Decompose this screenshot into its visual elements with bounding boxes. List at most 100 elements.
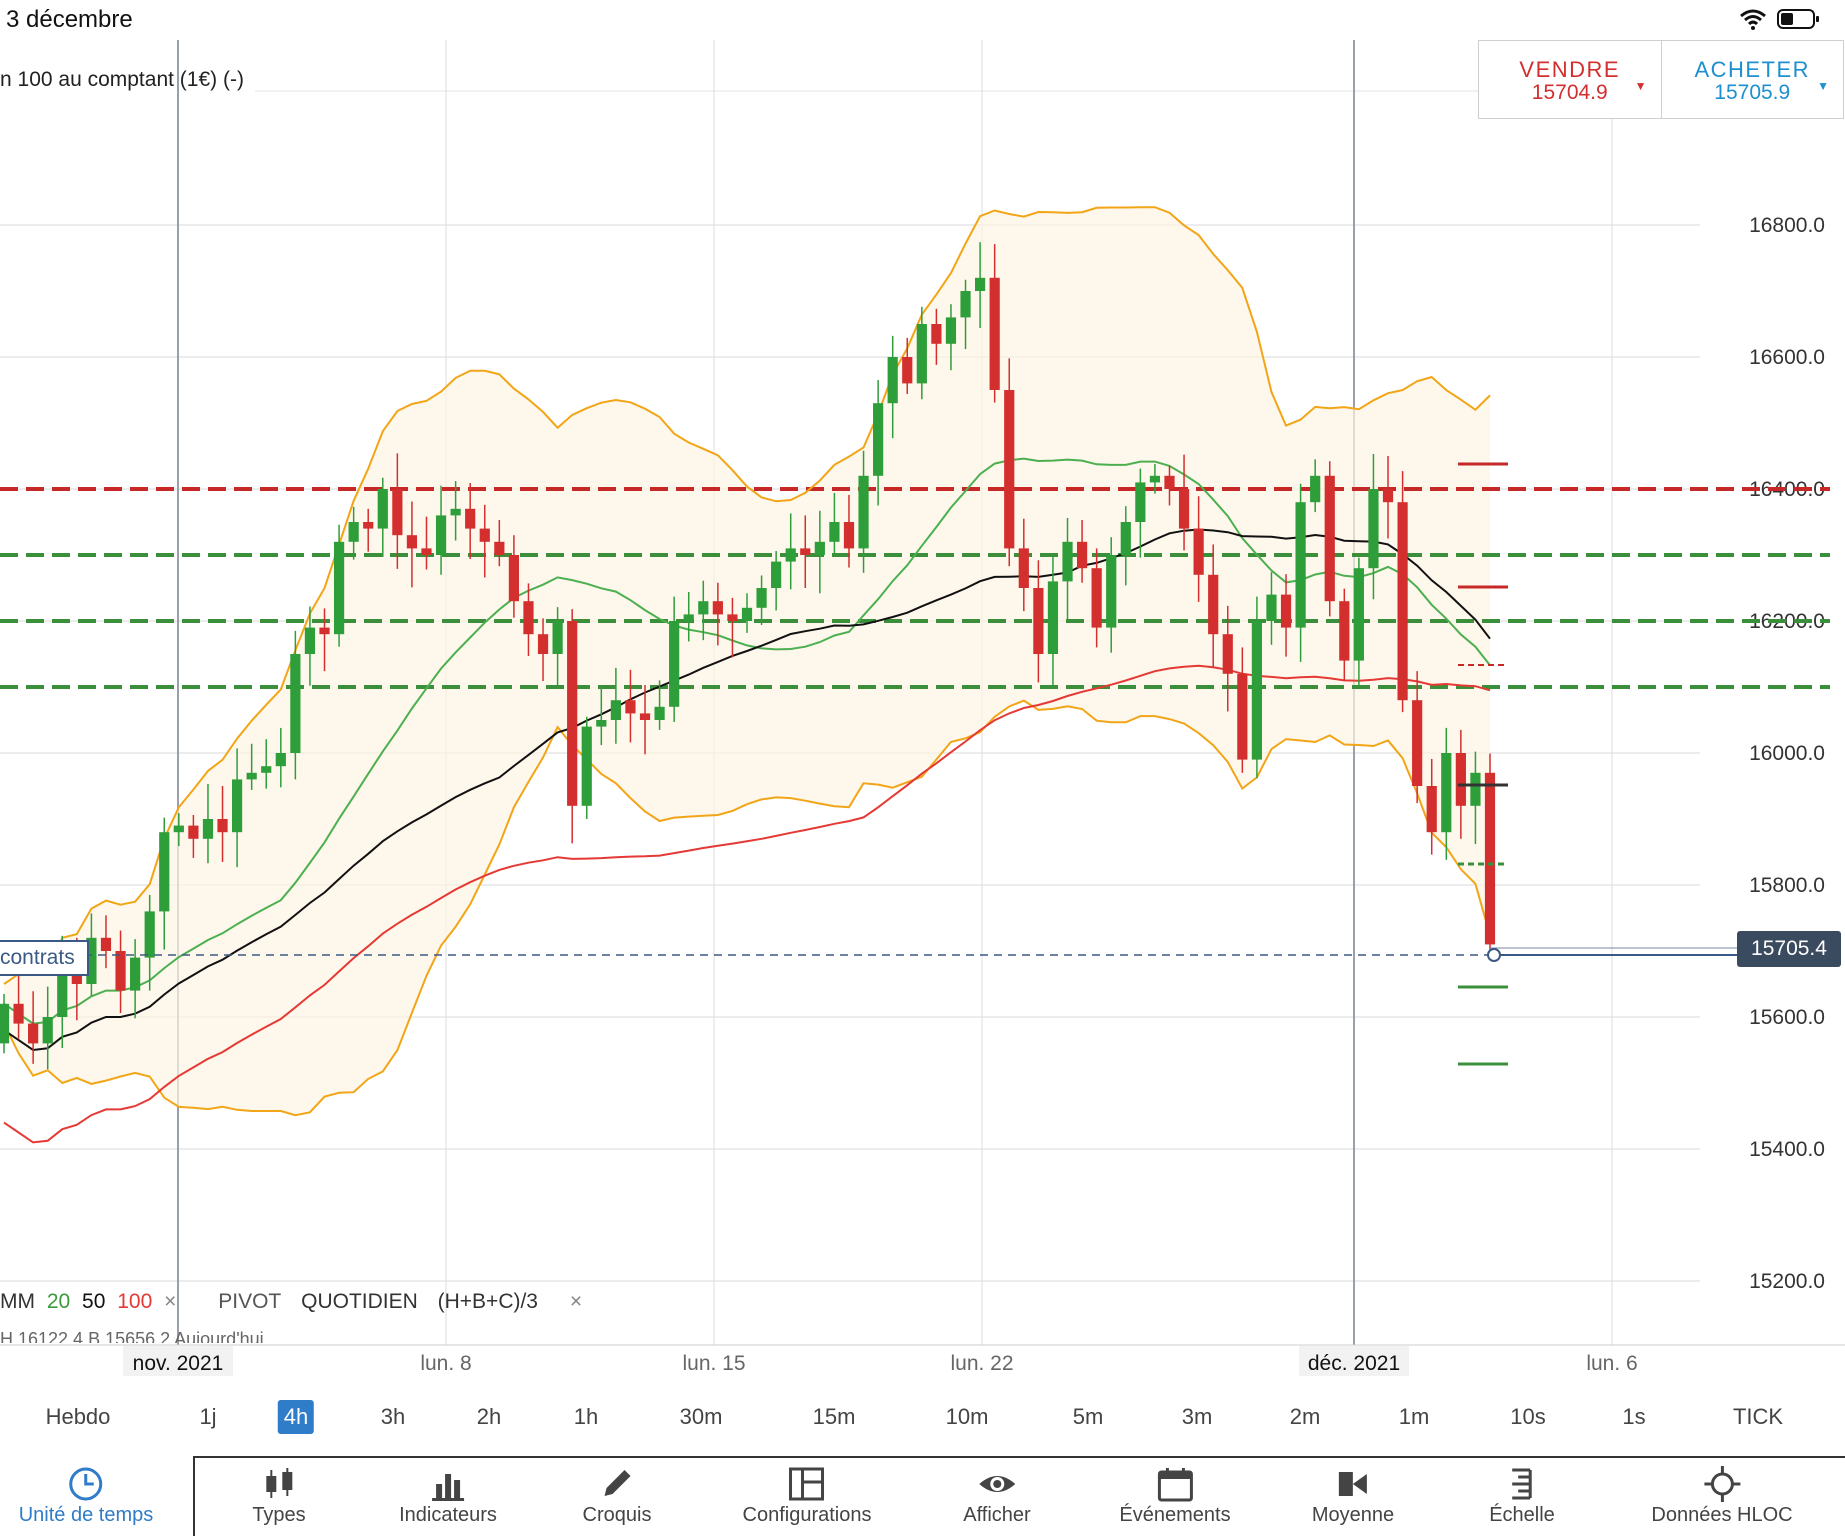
timeframe-2h[interactable]: 2h <box>476 1404 502 1429</box>
timeframe-tick[interactable]: TICK <box>1732 1404 1784 1429</box>
candle-body <box>741 607 753 621</box>
current-price-tag: 15705.4 <box>1737 931 1841 967</box>
candle-body <box>1455 753 1466 806</box>
battery-icon <box>1777 9 1819 29</box>
date-axis-bg <box>1299 1346 1409 1376</box>
timeframe-1h[interactable]: 1h <box>573 1404 599 1429</box>
toolbar-label: Unité de temps <box>18 1504 154 1526</box>
timeframe-2m[interactable]: 2m <box>1289 1404 1321 1429</box>
price-axis-label: 16800.0 <box>1749 214 1825 237</box>
mm20-label: 20 <box>46 1290 71 1313</box>
buy-caret-icon[interactable]: ▼ <box>1817 79 1829 93</box>
candle-body <box>829 522 840 542</box>
date-axis-label: lun. 22 <box>950 1352 1013 1375</box>
toolbar-pencil-button[interactable]: Croquis <box>583 1456 651 1536</box>
clock-icon <box>69 1467 103 1501</box>
sell-button[interactable]: VENDRE 15704.9 ▼ <box>1479 41 1661 118</box>
candle-body <box>13 1003 24 1024</box>
bar-chart-icon <box>432 1474 464 1501</box>
candle-body <box>683 614 694 621</box>
candle-body <box>1397 502 1408 701</box>
candle-body <box>1076 541 1088 569</box>
timeframe-15m[interactable]: 15m <box>812 1404 856 1429</box>
candle-body <box>57 964 68 1017</box>
timeframe-3h[interactable]: 3h <box>380 1404 406 1429</box>
bollinger-band-fill <box>4 207 1490 1116</box>
candle-body <box>712 601 723 615</box>
candle-body <box>610 700 621 720</box>
timeframe-1m[interactable]: 1m <box>1398 1404 1430 1429</box>
candle-body <box>435 515 447 555</box>
candle-body <box>887 357 898 404</box>
remove-mm-icon[interactable]: × <box>164 1290 177 1313</box>
price-axis-label: 15200.0 <box>1749 1270 1825 1293</box>
toolbar-calendar-button[interactable]: Événements <box>1119 1456 1231 1536</box>
mm100-label: 100 <box>117 1290 153 1313</box>
ma50-line <box>3 528 1491 1052</box>
candle-body <box>130 957 141 991</box>
ma20-line <box>3 457 1491 1025</box>
mm50-label: 50 <box>82 1290 106 1313</box>
layout-icon <box>789 1467 825 1501</box>
price-axis-label: 15400.0 <box>1749 1138 1825 1161</box>
candle-body <box>1062 541 1073 582</box>
toolbar-label: Afficher <box>963 1504 1031 1526</box>
eye-icon <box>978 1476 1015 1492</box>
price-axis-label: 15600.0 <box>1749 1006 1825 1029</box>
toolbar-label: Échelle <box>1489 1504 1555 1526</box>
price-axis-label: 16000.0 <box>1749 742 1825 765</box>
candle-body <box>1368 489 1379 569</box>
sell-label: VENDRE <box>1519 57 1621 82</box>
candle-body <box>217 819 228 833</box>
timeframe-1s[interactable]: 1s <box>1622 1404 1646 1429</box>
candle-body <box>173 825 184 833</box>
candle-body <box>727 614 738 621</box>
timeframe-4h[interactable]: 4h <box>277 1400 315 1434</box>
candle-body <box>873 403 884 476</box>
pencil-icon <box>604 1470 631 1496</box>
candle-body <box>450 508 461 516</box>
candle-body <box>246 772 257 780</box>
timeframe-5m[interactable]: 5m <box>1072 1404 1104 1429</box>
toolbar-bar-chart-button[interactable]: Indicateurs <box>399 1456 497 1536</box>
toolbar-scale-button[interactable]: Échelle <box>1489 1456 1555 1536</box>
toolbar-eye-button[interactable]: Afficher <box>963 1456 1031 1536</box>
candle-body <box>1353 568 1364 661</box>
timeframe-hebdo[interactable]: Hebdo <box>45 1404 111 1429</box>
toolbar-label: Moyenne <box>1311 1504 1395 1526</box>
price-chart[interactable]: 16800.0 16600.0 16400.0 16200.0 16000.0 15800… <box>0 40 1845 1380</box>
candle-body <box>916 324 927 384</box>
toolbar-candles-button[interactable]: Types <box>252 1456 306 1536</box>
date-axis-label: lun. 8 <box>420 1352 471 1375</box>
price-axis-label: 16200.0 <box>1749 610 1825 633</box>
buy-button[interactable]: ACHETER 15705.9 ▼ <box>1660 41 1844 118</box>
bollinger-upper-line <box>3 206 1491 985</box>
timeframe-1j[interactable]: 1j <box>199 1404 217 1429</box>
timeframe-3m[interactable]: 3m <box>1181 1404 1213 1429</box>
candle-body <box>1237 673 1248 760</box>
candle-body <box>290 654 301 753</box>
candle-body <box>1382 489 1394 503</box>
candles-icon <box>265 1468 292 1498</box>
candle-body <box>406 535 418 549</box>
toolbar-label: Indicateurs <box>399 1504 497 1526</box>
buy-label: ACHETER <box>1694 57 1811 82</box>
price-axis-label: 16400.0 <box>1749 478 1825 501</box>
current-price-marker <box>1487 948 1501 962</box>
hl-row: H 16122.4 B 15656.2 Aujourd'hui <box>0 1329 264 1343</box>
price-axis-label: 16600.0 <box>1749 346 1825 369</box>
sell-caret-icon[interactable]: ▼ <box>1634 79 1647 93</box>
toolbar-layout-button[interactable]: Configurations <box>743 1456 871 1536</box>
candle-body <box>1339 601 1350 661</box>
toolbar-average-button[interactable]: Moyenne <box>1312 1456 1394 1536</box>
timeframe-10m[interactable]: 10m <box>945 1404 989 1429</box>
candle-body <box>814 541 825 555</box>
toolbar-clock-button[interactable]: Unité de temps <box>18 1456 154 1536</box>
toolbar-crosshair-button[interactable]: Données HLOC <box>1651 1456 1793 1536</box>
candle-body <box>115 951 126 991</box>
timeframe-30m[interactable]: 30m <box>679 1404 723 1429</box>
remove-pivot-icon[interactable]: × <box>569 1290 583 1313</box>
candle-body <box>1470 772 1481 806</box>
timeframe-10s[interactable]: 10s <box>1510 1404 1546 1429</box>
position-label[interactable]: contrats <box>0 940 89 976</box>
